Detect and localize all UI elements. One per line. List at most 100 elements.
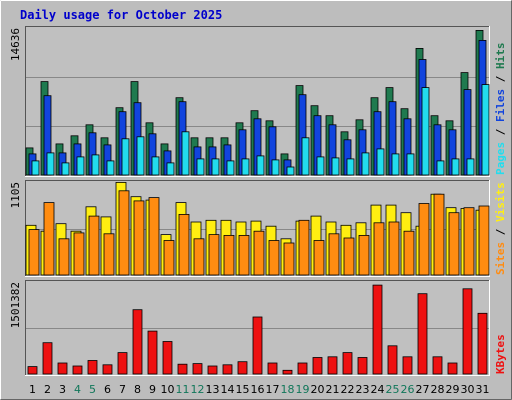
bar-kbytes-day-10 — [162, 341, 173, 375]
bar-sites-day-30 — [463, 207, 475, 276]
x-tick-label: 27 — [416, 383, 430, 396]
x-tick-label: 11 — [176, 383, 190, 396]
bar-pages-day-2 — [46, 152, 55, 176]
bar-sites-day-23 — [358, 234, 370, 276]
series-legend: Pages / Files / Hits — [494, 43, 507, 176]
series-legend: Sites / Visits — [494, 182, 507, 275]
bar-pages-day-31 — [481, 84, 490, 176]
bar-sites-day-19 — [298, 219, 310, 276]
bar-pages-day-30 — [466, 158, 475, 176]
bar-sites-day-16 — [253, 230, 265, 276]
bar-kbytes-day-21 — [327, 356, 338, 375]
x-tick-label: 28 — [431, 383, 445, 396]
bar-sites-day-7 — [118, 190, 130, 276]
bar-sites-day-13 — [208, 234, 220, 276]
bar-sites-day-29 — [448, 212, 460, 276]
bar-sites-day-2 — [43, 202, 55, 276]
bar-pages-day-19 — [301, 137, 310, 176]
bar-sites-day-5 — [88, 215, 100, 276]
bar-sites-day-27 — [418, 203, 430, 276]
bar-kbytes-day-12 — [192, 363, 203, 375]
y-axis-max-label: 14636 — [9, 28, 22, 61]
bar-kbytes-day-7 — [117, 352, 128, 375]
bar-kbytes-day-11 — [177, 363, 188, 375]
x-tick-label: 6 — [104, 383, 111, 396]
bar-sites-day-14 — [223, 234, 235, 276]
x-tick-label: 24 — [371, 383, 385, 396]
bar-kbytes-day-13 — [207, 365, 218, 375]
bar-kbytes-day-20 — [312, 357, 323, 375]
bar-kbytes-day-6 — [102, 364, 113, 375]
x-tick-label: 9 — [149, 383, 156, 396]
bar-kbytes-day-30 — [462, 288, 473, 375]
bar-pages-day-4 — [76, 156, 85, 176]
x-tick-label: 1 — [29, 383, 36, 396]
chart-panels: 14636 Pages / Files / Hits 1105 Sites / Vis… — [9, 26, 507, 376]
x-tick-label: 14 — [221, 383, 235, 396]
bar-sites-day-4 — [73, 232, 85, 276]
bar-pages-day-29 — [451, 158, 460, 176]
bar-kbytes-day-1 — [27, 366, 38, 375]
x-tick-label: 29 — [446, 383, 460, 396]
x-tick-label: 16 — [251, 383, 265, 396]
bar-kbytes-day-16 — [252, 316, 263, 375]
bar-sites-day-21 — [328, 233, 340, 276]
x-tick-label: 26 — [401, 383, 415, 396]
x-tick-label: 20 — [311, 383, 325, 396]
bar-kbytes-day-15 — [237, 361, 248, 375]
bar-kbytes-day-26 — [402, 356, 413, 375]
bar-pages-day-17 — [271, 159, 280, 176]
bar-kbytes-day-28 — [432, 356, 443, 375]
y-axis-max-label: 1501382 — [9, 282, 22, 328]
bar-sites-day-31 — [478, 205, 490, 276]
bar-pages-day-7 — [121, 138, 130, 176]
x-tick-label: 21 — [326, 383, 340, 396]
bar-sites-day-24 — [373, 222, 385, 276]
bar-sites-day-17 — [268, 240, 280, 276]
bar-sites-day-8 — [133, 200, 145, 276]
x-tick-label: 15 — [236, 383, 250, 396]
x-tick-label: 5 — [89, 383, 96, 396]
legend-pages: Pages — [494, 142, 507, 175]
x-tick-label: 4 — [74, 383, 81, 396]
bar-pages-day-9 — [151, 156, 160, 176]
x-tick-label: 12 — [191, 383, 205, 396]
bar-sites-day-3 — [58, 238, 70, 276]
bar-kbytes-day-24 — [372, 284, 383, 375]
bar-pages-day-18 — [286, 166, 295, 176]
legend-hits: Hits — [494, 43, 507, 70]
bar-pages-day-22 — [346, 158, 355, 176]
bar-kbytes-day-14 — [222, 364, 233, 375]
legend-visits: Visits — [494, 182, 507, 222]
bar-kbytes-day-23 — [357, 357, 368, 375]
bar-pages-day-6 — [106, 160, 115, 176]
bar-pages-day-21 — [331, 157, 340, 176]
x-tick-label: 13 — [206, 383, 220, 396]
bar-sites-day-25 — [388, 221, 400, 276]
legend-separator: / — [494, 222, 507, 242]
bar-kbytes-day-25 — [387, 345, 398, 375]
bar-sites-day-1 — [28, 229, 40, 276]
bar-sites-day-28 — [433, 193, 445, 276]
bar-kbytes-day-27 — [417, 293, 428, 375]
bar-pages-day-12 — [196, 158, 205, 176]
x-tick-label: 2 — [44, 383, 51, 396]
bar-kbytes-day-31 — [477, 312, 488, 375]
bar-kbytes-day-5 — [87, 360, 98, 375]
x-tick-label: 22 — [341, 383, 355, 396]
x-tick-label: 7 — [119, 383, 126, 396]
bar-kbytes-day-19 — [297, 362, 308, 375]
y-axis-max-label: 1105 — [9, 182, 22, 209]
x-tick-label: 30 — [461, 383, 475, 396]
bar-sites-day-6 — [103, 233, 115, 276]
chart-title: Daily usage for October 2025 — [20, 8, 222, 22]
x-tick-label: 17 — [266, 383, 280, 396]
legend-files: Files — [494, 89, 507, 122]
bar-pages-day-28 — [436, 160, 445, 176]
x-tick-label: 3 — [59, 383, 66, 396]
panel-visits-sites: 1105 Sites / Visits — [9, 180, 507, 277]
x-tick-label: 18 — [281, 383, 295, 396]
x-tick-label: 25 — [386, 383, 400, 396]
bar-sites-day-10 — [163, 240, 175, 276]
